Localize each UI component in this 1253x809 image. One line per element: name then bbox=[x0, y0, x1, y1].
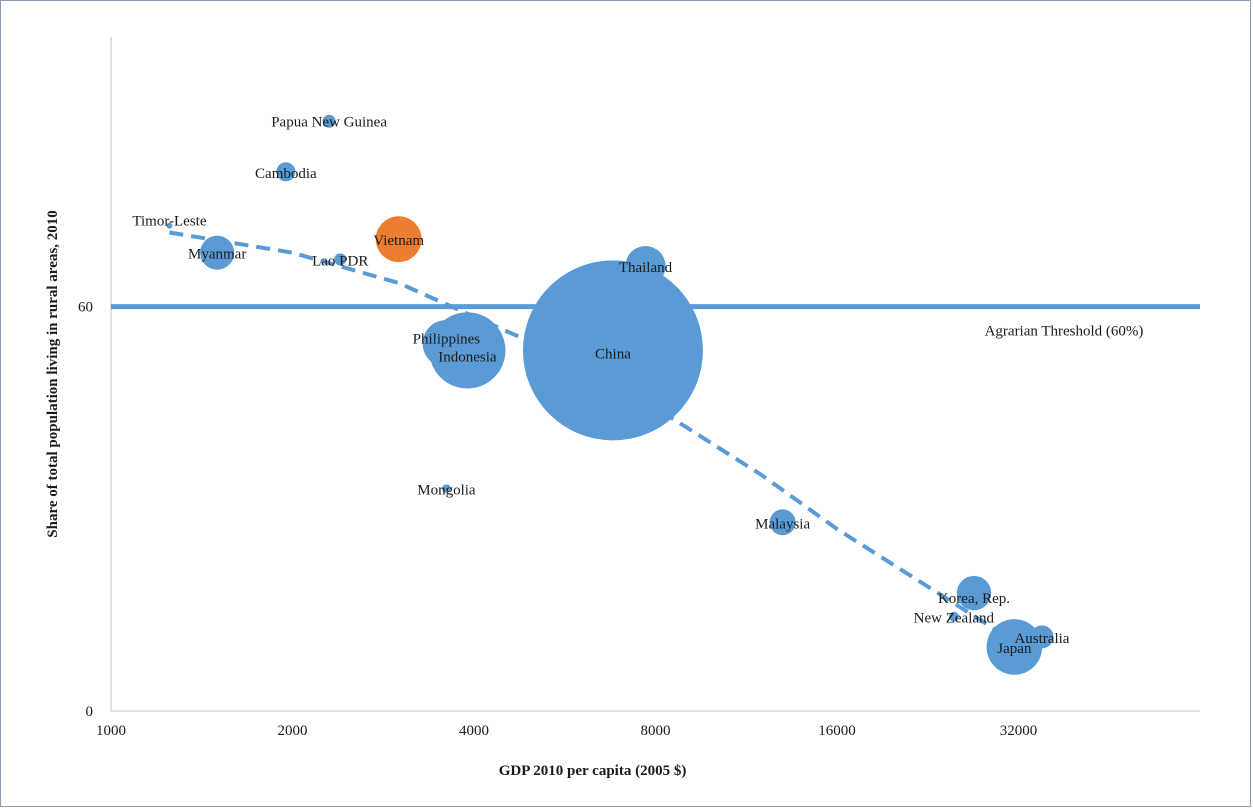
bubble-lao-pdr bbox=[334, 253, 347, 266]
x-tick-label: 8000 bbox=[641, 723, 671, 739]
bubble-labels: Papua New Guinea Cambodia Timor-Leste Vietn… bbox=[132, 114, 1069, 657]
label-philippines: Philippines bbox=[413, 332, 481, 348]
label-myanmar: Myanmar bbox=[188, 247, 246, 263]
x-tick-labels: 1000 2000 4000 8000 16000 32000 bbox=[96, 723, 1037, 739]
label-mongolia: Mongolia bbox=[417, 483, 476, 499]
x-tick-label: 16000 bbox=[818, 723, 856, 739]
bubble-mongolia bbox=[442, 484, 451, 493]
label-china: China bbox=[595, 346, 631, 362]
x-tick-label: 4000 bbox=[459, 723, 489, 739]
bubble-australia bbox=[1030, 625, 1054, 649]
label-new-zealand: New Zealand bbox=[914, 611, 995, 627]
label-indonesia: Indonesia bbox=[438, 349, 497, 365]
bubble-china bbox=[522, 260, 703, 441]
trendline bbox=[169, 230, 1003, 636]
bubble-papua-new-guinea bbox=[322, 114, 336, 128]
label-australia: Australia bbox=[1014, 631, 1069, 647]
bubble-thailand bbox=[625, 246, 666, 287]
y-tick-label: 0 bbox=[86, 704, 94, 720]
label-cambodia: Cambodia bbox=[255, 166, 317, 182]
bubble-new-zealand bbox=[948, 611, 959, 622]
y-axis-title: Share of total population living in rura… bbox=[45, 210, 61, 537]
label-lao-pdr: Lao PDR bbox=[312, 253, 368, 269]
bubbles bbox=[166, 114, 1054, 675]
bubble-myanmar bbox=[200, 235, 235, 270]
label-timor-leste: Timor-Leste bbox=[132, 214, 206, 230]
label-thailand: Thailand bbox=[619, 260, 673, 276]
bubble-cambodia bbox=[276, 162, 296, 182]
label-papua-new-guinea: Papua New Guinea bbox=[271, 114, 387, 130]
axes bbox=[110, 37, 1200, 712]
y-tick-labels: 0 60 bbox=[78, 300, 93, 720]
x-tick-label: 32000 bbox=[1000, 723, 1038, 739]
bubble-malaysia bbox=[769, 509, 796, 536]
agrarian-threshold-label: Agrarian Threshold (60%) bbox=[985, 324, 1144, 340]
y-tick-label: 60 bbox=[78, 300, 93, 316]
x-tick-label: 2000 bbox=[278, 723, 308, 739]
x-tick-label: 1000 bbox=[96, 723, 126, 739]
label-vietnam: Vietnam bbox=[373, 233, 424, 249]
bubble-vietnam bbox=[375, 216, 422, 263]
bubble-korea-rep bbox=[956, 575, 992, 611]
x-axis-title: GDP 2010 per capita (2005 $) bbox=[499, 763, 687, 779]
label-korea-rep: Korea, Rep. bbox=[938, 591, 1010, 607]
label-japan: Japan bbox=[997, 641, 1032, 657]
bubble-timor-leste bbox=[166, 222, 173, 229]
label-malaysia: Malaysia bbox=[755, 516, 810, 532]
bubble-philippines bbox=[422, 319, 471, 368]
